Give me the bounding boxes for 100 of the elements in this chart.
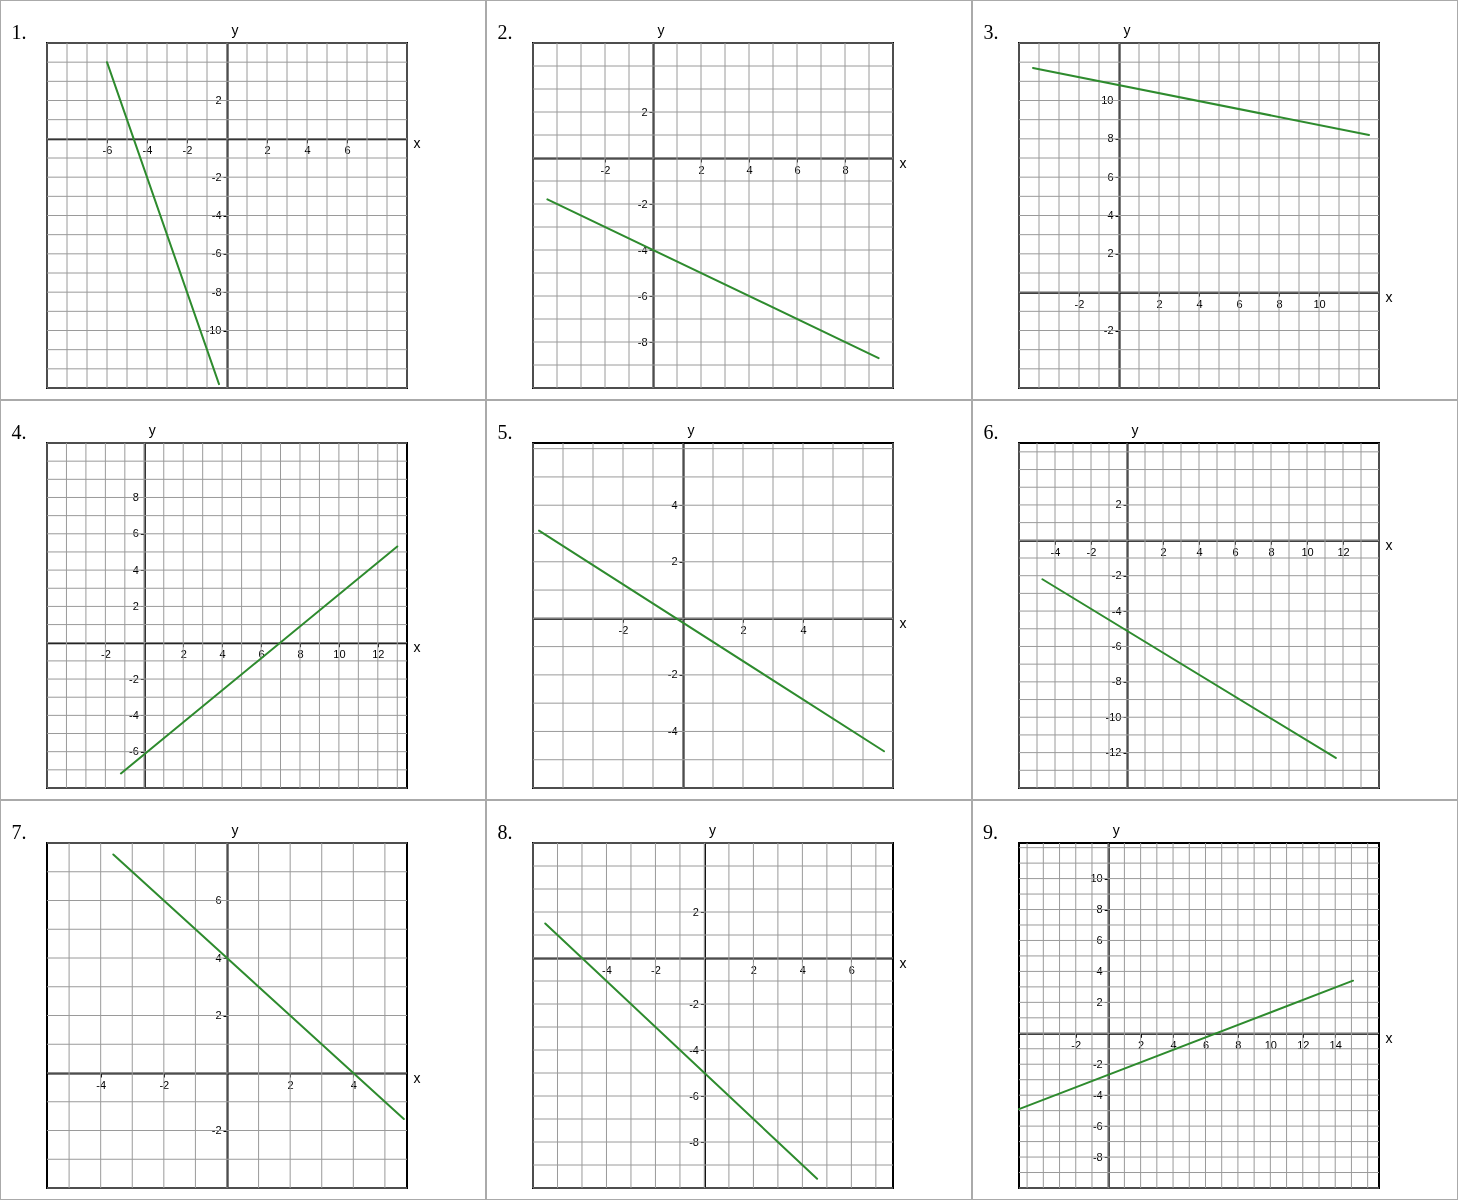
- x-tick-label: 4: [350, 1078, 357, 1091]
- y-tick-label: 4: [671, 498, 678, 511]
- x-tick-label: -2: [1071, 1038, 1082, 1051]
- y-tick-label: -2: [1111, 569, 1122, 582]
- chart-title: 2.: [497, 21, 513, 43]
- y-axis-title: y: [1112, 821, 1120, 838]
- chart-title: 3.: [983, 21, 999, 43]
- x-tick-label: 6: [1232, 545, 1239, 558]
- x-tick-label: 2: [1160, 545, 1167, 558]
- y-tick-label: 6: [1096, 933, 1103, 946]
- y-axis-title: y: [231, 21, 239, 38]
- x-tick-label: 8: [297, 648, 304, 661]
- x-tick-label: 2: [1138, 1038, 1145, 1051]
- y-tick-label: 4: [215, 951, 222, 964]
- x-tick-label: 2: [1156, 297, 1163, 310]
- x-axis-title: x: [1385, 536, 1393, 553]
- chart-title: 7.: [11, 821, 27, 843]
- y-tick-label: -6: [211, 247, 222, 260]
- chart-title: 8.: [497, 821, 513, 843]
- y-tick-label: -8: [637, 335, 648, 348]
- y-axis-title: y: [657, 21, 665, 38]
- x-tick-label: 8: [1276, 297, 1283, 310]
- x-tick-label: 4: [799, 963, 806, 976]
- y-tick-label: 8: [132, 490, 139, 503]
- y-tick-label: -6: [129, 745, 139, 758]
- y-axis-title: y: [708, 821, 716, 838]
- y-tick-label: -8: [211, 285, 222, 298]
- y-tick-label: 2: [641, 105, 648, 118]
- x-tick-label: 12: [1297, 1038, 1310, 1051]
- x-tick-label: 10: [1301, 545, 1314, 558]
- x-tick-label: 4: [746, 163, 753, 176]
- y-tick-label: -2: [689, 997, 699, 1010]
- y-axis-title: y: [687, 421, 695, 438]
- x-tick-label: -2: [651, 963, 661, 976]
- y-tick-label: -2: [667, 668, 678, 681]
- x-tick-label: -2: [1074, 297, 1085, 310]
- y-tick-label: -12: [1105, 746, 1122, 759]
- x-tick-label: 4: [800, 623, 807, 636]
- x-tick-label: 2: [750, 963, 757, 976]
- y-tick-label: 2: [1107, 247, 1114, 260]
- x-tick-label: 4: [304, 144, 311, 157]
- x-tick-label: -6: [102, 144, 113, 157]
- y-axis-title: y: [231, 821, 239, 838]
- y-tick-label: 10: [1090, 872, 1103, 885]
- x-axis-title: x: [413, 1069, 421, 1086]
- x-axis-title: x: [413, 639, 421, 656]
- x-tick-label: -2: [618, 623, 629, 636]
- x-tick-label: -4: [142, 144, 153, 157]
- y-tick-label: -8: [689, 1135, 699, 1148]
- x-tick-label: 2: [264, 144, 271, 157]
- x-axis-title: x: [1385, 1029, 1393, 1046]
- y-tick-label: -4: [1111, 604, 1122, 617]
- y-tick-label: -4: [667, 724, 678, 737]
- x-tick-label: -2: [100, 648, 111, 661]
- y-tick-label: -4: [1092, 1088, 1103, 1101]
- y-tick-label: 6: [132, 527, 139, 540]
- x-tick-label: 12: [1337, 545, 1350, 558]
- x-tick-label: -4: [602, 963, 612, 976]
- x-tick-label: 10: [1313, 297, 1326, 310]
- x-axis-title: x: [899, 614, 907, 631]
- x-tick-label: 6: [1236, 297, 1243, 310]
- x-tick-label: 2: [180, 648, 187, 661]
- x-axis-title: x: [413, 135, 421, 152]
- chart-title: 6.: [983, 421, 999, 443]
- x-tick-label: -4: [96, 1078, 107, 1091]
- y-axis-title: y: [1123, 21, 1131, 38]
- y-tick-label: -8: [1111, 675, 1122, 688]
- x-tick-label: 8: [1235, 1038, 1242, 1051]
- y-tick-label: -2: [129, 672, 139, 685]
- y-tick-label: 4: [132, 563, 139, 576]
- x-tick-label: 6: [794, 163, 801, 176]
- x-tick-label: 6: [344, 144, 351, 157]
- x-tick-label: -2: [182, 144, 193, 157]
- y-tick-label: 2: [132, 599, 139, 612]
- x-tick-label: 8: [842, 163, 849, 176]
- y-tick-label: 2: [1096, 995, 1103, 1008]
- y-tick-label: -6: [637, 289, 648, 302]
- y-tick-label: -6: [689, 1089, 699, 1102]
- y-axis-title: y: [148, 421, 156, 438]
- y-tick-label: -4: [129, 708, 139, 721]
- y-axis-title: y: [1131, 421, 1139, 438]
- chart-title: 4.: [11, 421, 27, 443]
- x-tick-label: 6: [848, 963, 855, 976]
- x-tick-label: 10: [1264, 1038, 1277, 1051]
- x-tick-label: -4: [1050, 545, 1061, 558]
- x-tick-label: 4: [1170, 1038, 1177, 1051]
- x-axis-title: x: [899, 954, 907, 971]
- x-tick-label: 4: [1196, 297, 1203, 310]
- x-tick-label: 4: [1196, 545, 1203, 558]
- chart-title: 1.: [11, 21, 27, 43]
- x-tick-label: 14: [1329, 1038, 1342, 1051]
- y-tick-label: -6: [1111, 639, 1122, 652]
- x-axis-title: x: [899, 154, 907, 171]
- x-tick-label: 8: [1268, 545, 1275, 558]
- x-axis-title: x: [1385, 288, 1393, 305]
- chart-title: 5.: [497, 421, 513, 443]
- y-tick-label: 2: [692, 905, 699, 918]
- chart-title: 9.: [983, 821, 998, 843]
- y-tick-label: 8: [1107, 132, 1114, 145]
- x-tick-label: 2: [740, 623, 747, 636]
